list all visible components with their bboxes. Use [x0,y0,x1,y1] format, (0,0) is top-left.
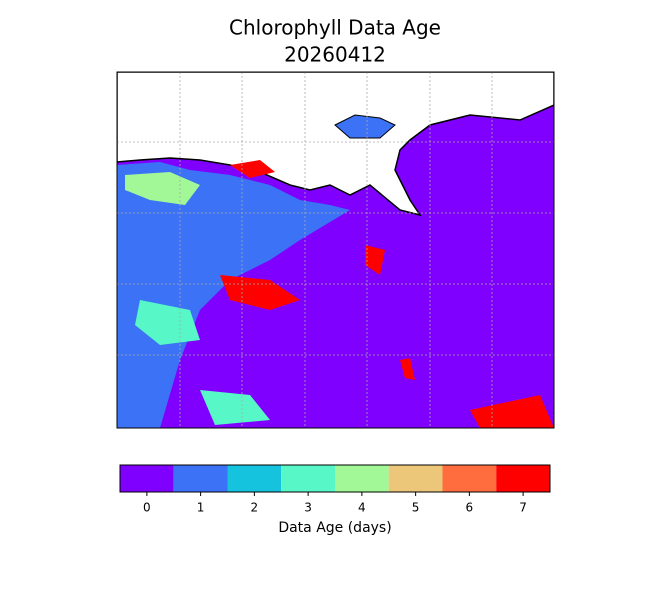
patch [400,358,415,380]
colorbar-frame [119,464,551,493]
patch [470,395,554,428]
colorbar-segment [496,465,550,492]
lake [334,114,396,139]
colorbar-segment [335,465,389,492]
colorbar: 0 1 2 3 4 5 6 7 [120,465,550,515]
subtitle: 20260412 [284,43,386,67]
colorbar-tick-label: 5 [412,501,420,515]
title: Chlorophyll Data Age [229,16,441,40]
land [117,72,554,217]
patch [365,245,385,275]
colorbar-segment [281,465,335,492]
colorbar-tick-label: 3 [304,501,312,515]
graticule [117,72,554,428]
colorbar-tick-label: 4 [358,501,366,515]
patch [125,172,200,205]
colorbar-tick-label: 2 [251,501,259,515]
colorbar-segment [388,465,443,492]
patch [230,160,275,178]
colorbar-segment [442,465,497,492]
colorbar-tick-label: 7 [519,501,527,515]
shelf [117,162,350,428]
map-frame [116,71,555,429]
patch [200,390,270,425]
colorbar-tick-label: 0 [143,501,151,515]
patch [220,275,300,310]
colorbar-tick-label: 1 [197,501,205,515]
patch [135,300,200,345]
colorbar-segment [227,465,282,492]
colorbar-tick-label: 6 [466,501,474,515]
map [116,71,555,429]
colorbar-label: Data Age (days) [278,520,391,536]
colorbar-segment [120,465,174,492]
colorbar-segment [173,465,228,492]
